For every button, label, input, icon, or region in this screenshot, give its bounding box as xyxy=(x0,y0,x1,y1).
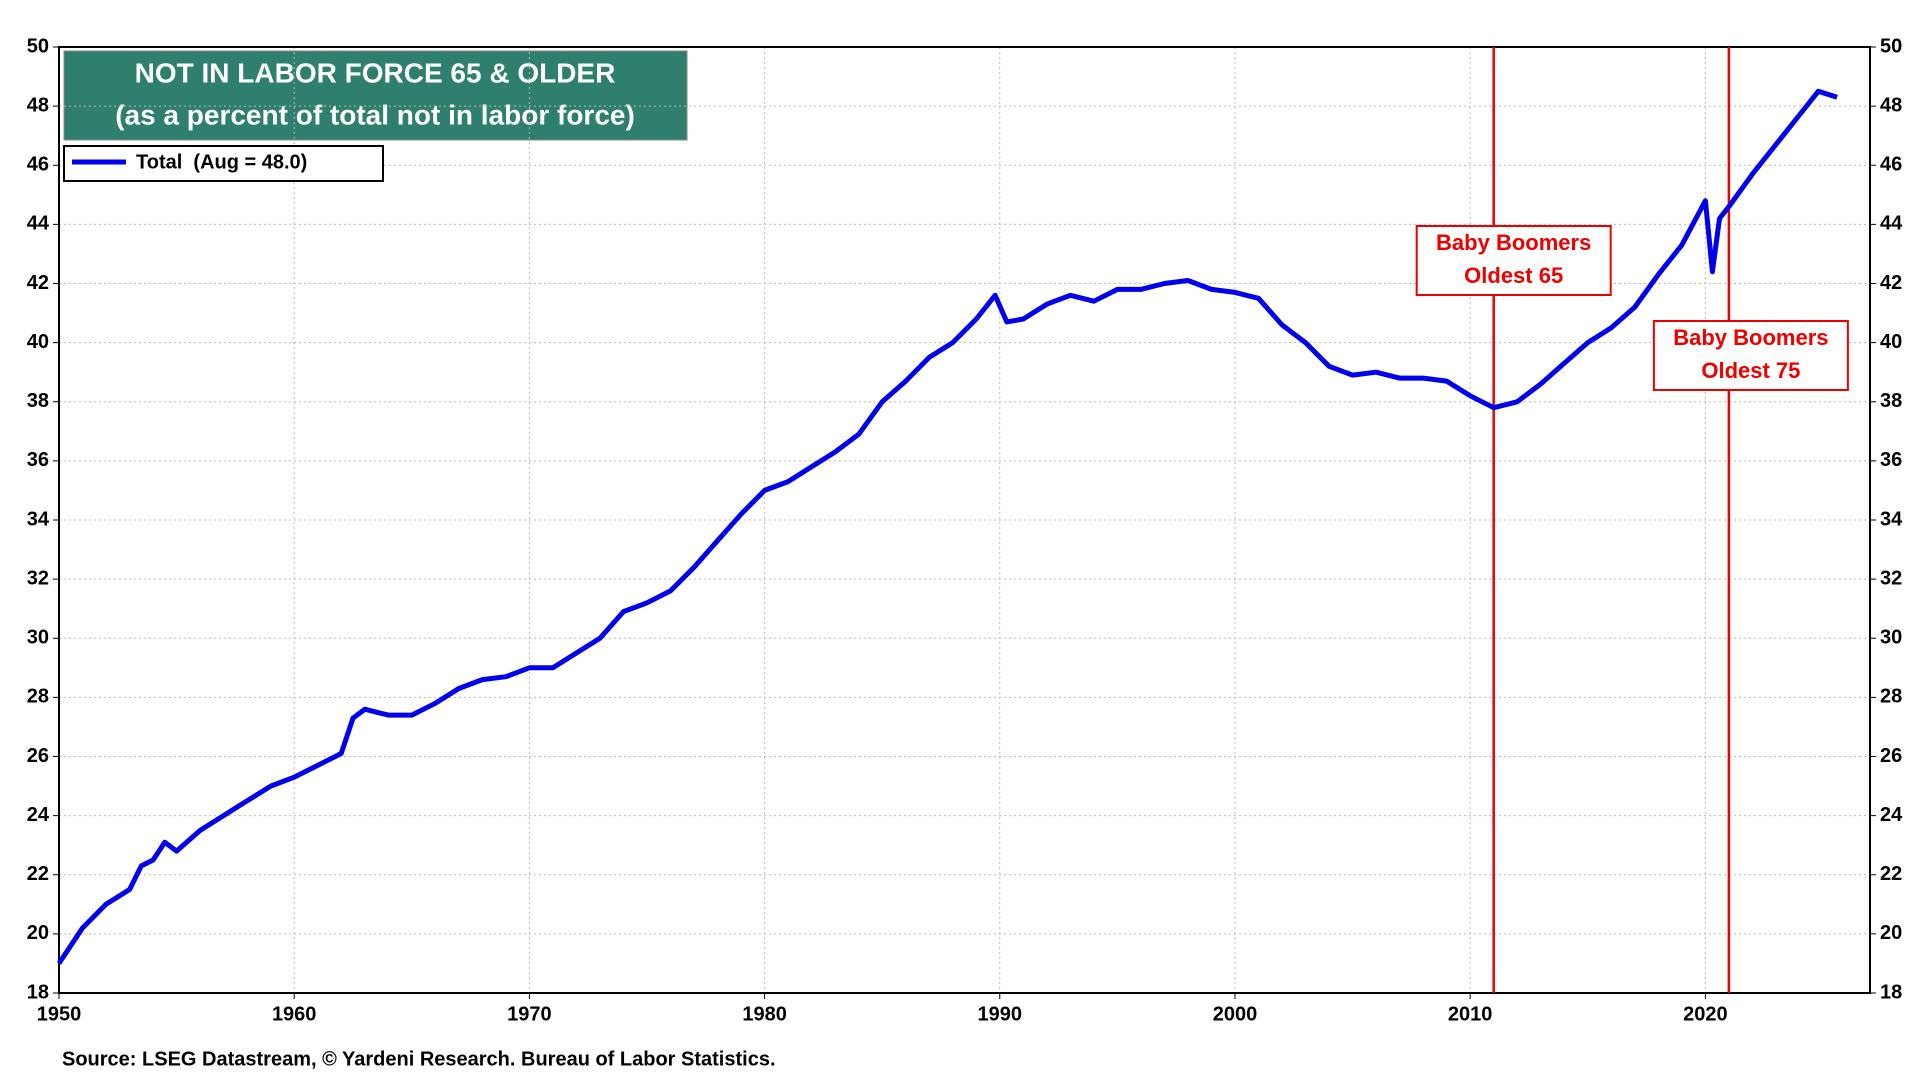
x-tick-label: 1950 xyxy=(37,1003,82,1025)
y-tick-label: 22 xyxy=(27,863,49,885)
y2-tick-label: 20 xyxy=(1880,922,1902,944)
y2-tick-label: 36 xyxy=(1880,449,1902,471)
y-tick-label: 40 xyxy=(27,331,49,353)
y-tick-label: 46 xyxy=(27,154,49,176)
legend-label: Total (Aug = 48.0) xyxy=(136,151,307,173)
annotation-box xyxy=(1415,225,1612,296)
annotation-text: Oldest 75 xyxy=(1701,358,1800,383)
y-tick-label: 36 xyxy=(27,449,49,471)
x-tick-label: 1990 xyxy=(978,1003,1023,1025)
y2-tick-label: 38 xyxy=(1880,390,1902,412)
x-tick-label: 2010 xyxy=(1448,1003,1493,1025)
y2-tick-label: 42 xyxy=(1880,272,1902,294)
y-tick-label: 24 xyxy=(27,804,50,826)
y2-tick-label: 24 xyxy=(1880,804,1903,826)
y-tick-label: 42 xyxy=(27,272,49,294)
y2-tick-label: 22 xyxy=(1880,863,1902,885)
y-tick-label: 32 xyxy=(27,567,49,589)
y-tick-label: 44 xyxy=(27,213,50,235)
y-tick-label: 30 xyxy=(27,627,49,649)
y2-tick-label: 32 xyxy=(1880,567,1902,589)
y-tick-label: 26 xyxy=(27,745,49,767)
y2-tick-label: 40 xyxy=(1880,331,1902,353)
y2-tick-label: 18 xyxy=(1880,981,1902,1003)
data-line xyxy=(56,88,1838,965)
y-tick-label: 34 xyxy=(27,508,50,530)
title-box xyxy=(63,50,688,141)
annotation-text: Oldest 65 xyxy=(1464,263,1563,288)
y2-tick-label: 44 xyxy=(1880,213,1903,235)
annotation-text: Baby Boomers xyxy=(1673,325,1828,350)
y-tick-label: 48 xyxy=(27,94,49,116)
annotation-box xyxy=(1652,320,1849,391)
y-tick-label: 38 xyxy=(27,390,49,412)
y2-tick-label: 48 xyxy=(1880,94,1902,116)
plot-frame xyxy=(58,46,1871,994)
y-tick-label: 20 xyxy=(27,922,49,944)
annotation-text: Baby Boomers xyxy=(1436,230,1591,255)
y2-tick-label: 28 xyxy=(1880,686,1902,708)
y2-tick-label: 50 xyxy=(1880,35,1902,57)
y2-tick-label: 34 xyxy=(1880,508,1903,530)
x-tick-label: 1960 xyxy=(272,1003,317,1025)
y-tick-label: 18 xyxy=(27,981,49,1003)
chart-subtitle: (as a percent of total not in labor forc… xyxy=(115,99,635,130)
y-tick-label: 50 xyxy=(27,35,49,57)
source-note: Source: LSEG Datastream, © Yardeni Resea… xyxy=(62,1048,776,1070)
y2-tick-label: 26 xyxy=(1880,745,1902,767)
x-tick-label: 1980 xyxy=(742,1003,787,1025)
x-tick-label: 2020 xyxy=(1683,1003,1728,1025)
y2-tick-label: 46 xyxy=(1880,154,1902,176)
chart-title: NOT IN LABOR FORCE 65 & OLDER xyxy=(135,57,616,88)
y2-tick-label: 30 xyxy=(1880,627,1902,649)
x-tick-label: 2000 xyxy=(1213,1003,1258,1025)
y-tick-label: 28 xyxy=(27,686,49,708)
x-tick-label: 1970 xyxy=(507,1003,552,1025)
